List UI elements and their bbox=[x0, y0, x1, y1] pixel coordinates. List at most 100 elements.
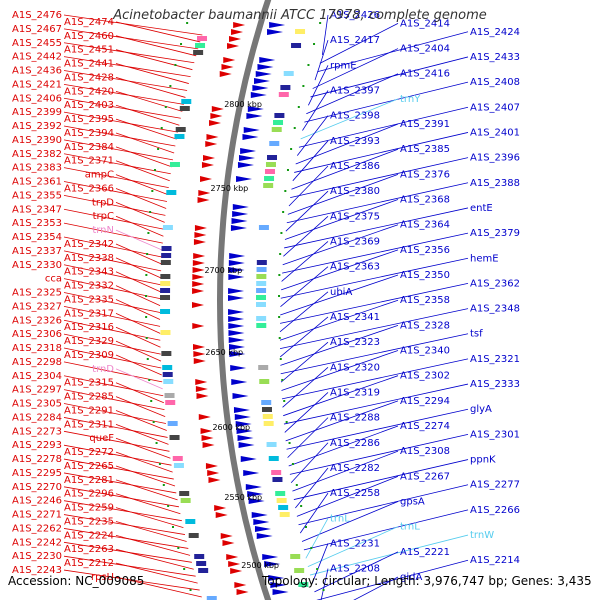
label-connector bbox=[63, 139, 174, 161]
category-mark bbox=[162, 365, 173, 370]
category-mark bbox=[283, 71, 294, 76]
forward-gene-mark bbox=[272, 589, 289, 595]
gene-label: A1S_2291 bbox=[64, 405, 114, 416]
guide-dot bbox=[278, 316, 281, 318]
label-connector bbox=[115, 521, 187, 542]
gene-label: A1S_2396 bbox=[470, 153, 520, 164]
forward-gene-mark bbox=[228, 267, 245, 273]
label-connector bbox=[63, 319, 161, 341]
reverse-gene-mark bbox=[209, 120, 222, 126]
gene-label: A1S_2421 bbox=[12, 79, 62, 90]
category-mark bbox=[196, 561, 207, 566]
gene-label: tsf bbox=[470, 329, 483, 340]
gene-label: A1S_2230 bbox=[12, 551, 62, 562]
reverse-gene-mark bbox=[202, 442, 215, 448]
guide-dot bbox=[152, 421, 155, 423]
gene-label: A1S_2282 bbox=[330, 463, 380, 474]
gene-label: A1S_2474 bbox=[64, 17, 114, 28]
forward-gene-mark bbox=[232, 204, 249, 210]
label-connector bbox=[63, 430, 170, 452]
gene-label: rpsU bbox=[91, 572, 114, 583]
gene-label: glyA bbox=[470, 404, 492, 415]
tick-label: 2750 kbp bbox=[211, 184, 249, 193]
reverse-gene-mark bbox=[208, 477, 221, 483]
gene-label: cca bbox=[45, 274, 62, 285]
category-mark bbox=[161, 246, 172, 251]
guide-dot bbox=[155, 442, 158, 444]
category-mark bbox=[194, 554, 205, 559]
label-connector bbox=[280, 257, 469, 299]
gene-label: A1S_2404 bbox=[400, 44, 450, 55]
guide-dot bbox=[283, 400, 286, 402]
label-connector bbox=[314, 40, 329, 81]
label-connector bbox=[280, 333, 469, 375]
label-connector bbox=[295, 467, 329, 509]
gene-label: A1S_2424 bbox=[470, 27, 520, 38]
label-connector bbox=[115, 507, 184, 529]
gene-label: A1S_2436 bbox=[12, 66, 62, 77]
guide-dot bbox=[146, 358, 149, 360]
gene-label: trnL bbox=[330, 513, 350, 524]
forward-gene-mark bbox=[248, 498, 265, 504]
forward-gene-mark bbox=[234, 414, 251, 420]
label-connector bbox=[115, 423, 169, 445]
category-mark bbox=[163, 379, 174, 384]
reverse-gene-mark bbox=[192, 302, 205, 308]
guide-dot bbox=[319, 22, 322, 24]
label-connector bbox=[63, 278, 161, 300]
guide-dot bbox=[180, 43, 183, 45]
label-connector bbox=[309, 534, 469, 576]
label-connector bbox=[63, 208, 165, 230]
reverse-gene-mark bbox=[198, 414, 211, 420]
gene-label: queF bbox=[89, 433, 114, 444]
gene-label: A1S_2369 bbox=[330, 236, 380, 247]
forward-gene-mark bbox=[262, 554, 279, 560]
reverse-gene-mark bbox=[205, 141, 218, 147]
gene-label: A1S_2304 bbox=[12, 371, 62, 382]
forward-gene-mark bbox=[252, 85, 269, 91]
forward-gene-mark bbox=[240, 148, 257, 154]
guide-dot bbox=[162, 484, 165, 486]
gene-label: A1S_2388 bbox=[470, 178, 520, 189]
reverse-gene-mark bbox=[195, 386, 208, 392]
label-connector bbox=[115, 299, 161, 320]
gene-label: A1S_2321 bbox=[470, 354, 520, 365]
reverse-gene-mark bbox=[210, 113, 223, 119]
gene-label: A1S_2407 bbox=[470, 102, 520, 113]
reverse-gene-mark bbox=[203, 155, 216, 161]
forward-gene-mark bbox=[270, 582, 287, 588]
forward-gene-mark bbox=[235, 421, 252, 427]
reverse-gene-mark bbox=[233, 22, 246, 28]
reverse-gene-mark bbox=[193, 239, 206, 245]
gene-label: hemE bbox=[470, 253, 499, 264]
gene-label: A1S_2214 bbox=[470, 555, 520, 566]
gene-label: A1S_2476 bbox=[12, 10, 62, 21]
label-connector bbox=[305, 518, 329, 559]
reverse-gene-mark bbox=[192, 260, 205, 266]
label-connector bbox=[115, 562, 198, 584]
category-mark bbox=[256, 295, 267, 300]
forward-gene-mark bbox=[267, 29, 284, 35]
label-connector bbox=[115, 340, 162, 362]
category-mark bbox=[258, 365, 269, 370]
label-connector bbox=[280, 274, 399, 316]
gene-label: A1S_2428 bbox=[64, 72, 114, 83]
label-connector bbox=[292, 450, 399, 492]
gene-label: A1S_2327 bbox=[12, 301, 62, 312]
guide-dot bbox=[177, 547, 180, 549]
label-connector bbox=[115, 118, 177, 140]
category-mark bbox=[160, 288, 171, 293]
reverse-gene-mark bbox=[192, 288, 205, 294]
guide-dot bbox=[145, 316, 148, 318]
forward-gene-mark bbox=[247, 491, 264, 497]
reverse-gene-mark bbox=[200, 176, 213, 182]
reverse-gene-mark bbox=[221, 64, 234, 70]
label-connector bbox=[63, 181, 168, 202]
forward-gene-mark bbox=[242, 134, 259, 140]
label-connector bbox=[280, 266, 329, 307]
category-mark bbox=[262, 414, 273, 419]
gene-label: A1S_2319 bbox=[330, 387, 380, 398]
gene-label: A1S_2274 bbox=[400, 421, 450, 432]
gene-labels: A1S_2476A1S_2474A1S_2467A1S_2460A1S_2455… bbox=[12, 10, 520, 583]
reverse-gene-mark bbox=[222, 540, 235, 546]
